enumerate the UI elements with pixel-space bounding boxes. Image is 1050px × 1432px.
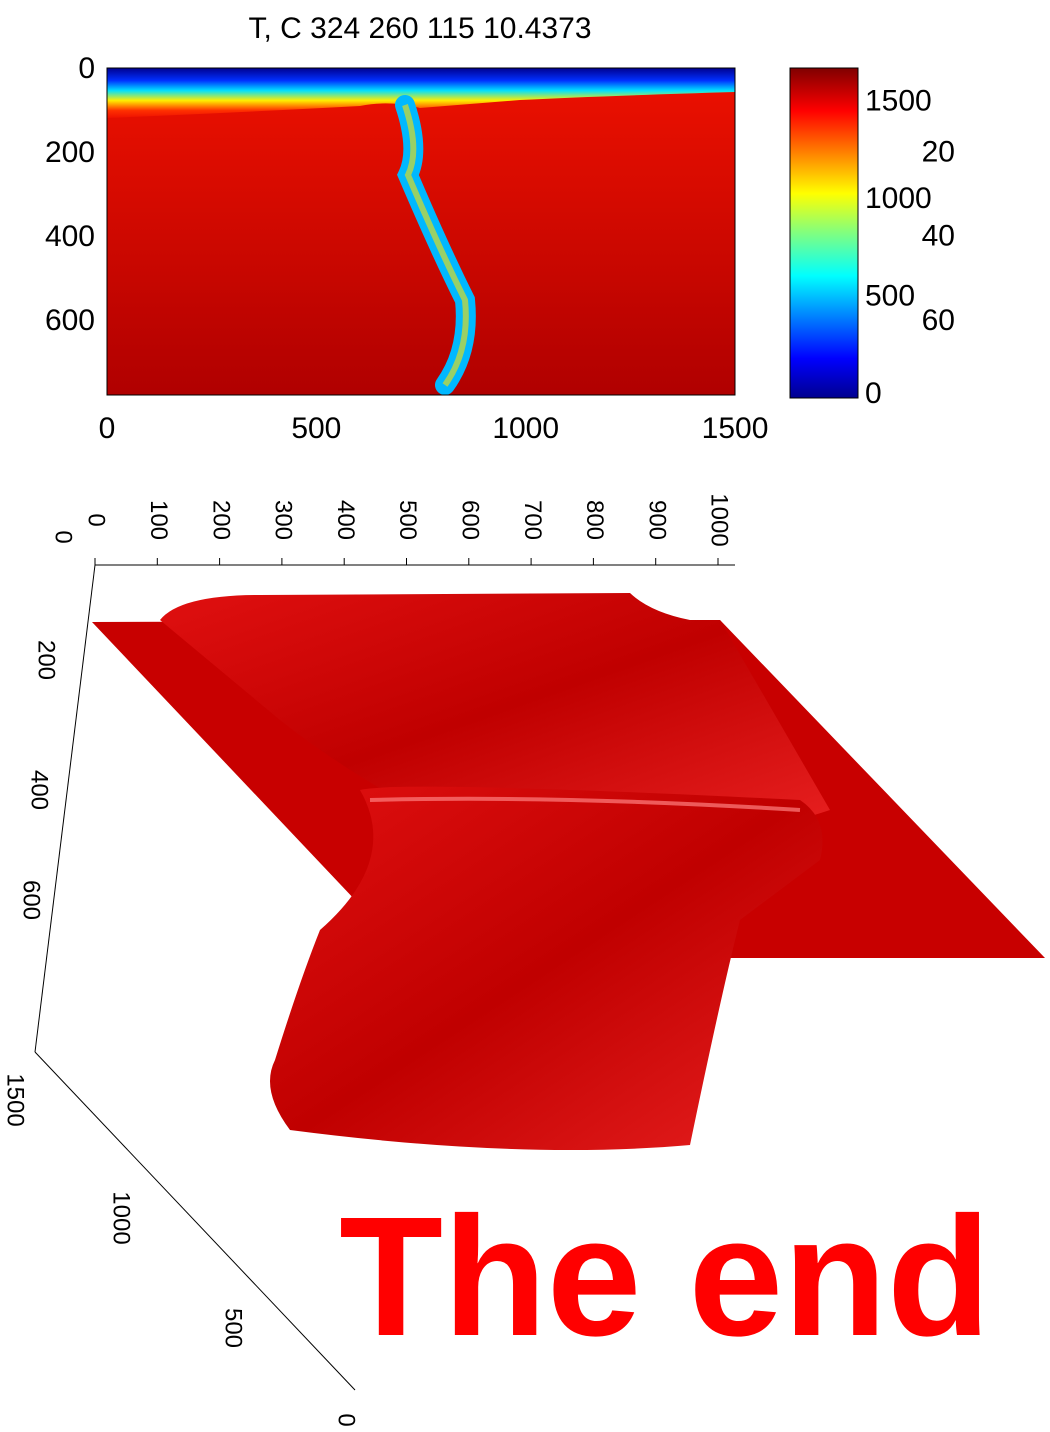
side-axis-label: 200 (33, 640, 60, 680)
depth-axis-label: 1000 (108, 1191, 135, 1244)
side-axis-label: 600 (18, 880, 45, 920)
top-axis-label: 400 (332, 500, 359, 540)
top-axis-label: 1000 (706, 493, 733, 546)
x-tick-label: 0 (99, 412, 116, 445)
depth-axis-label: 0 (333, 1413, 360, 1426)
top-axis-label: 500 (394, 500, 421, 540)
side-axis-label: 1500 (2, 1073, 29, 1126)
y-tick-label: 200 (45, 136, 95, 169)
colorbar-ramp (789, 67, 859, 399)
colorbar-tick-label: 500 (865, 279, 915, 312)
y-tick-label: 400 (45, 220, 95, 253)
side-axis-label: 400 (26, 770, 53, 810)
top-axis-label: 900 (643, 500, 670, 540)
colorbar-tick-label: 1000 (865, 182, 932, 215)
x-tick-label: 500 (291, 412, 341, 445)
y-tick-label: 0 (78, 52, 95, 85)
plate-upper (160, 593, 830, 830)
colorbar-secondary-label: 40 (922, 220, 955, 253)
side-axis-label: 0 (50, 530, 77, 543)
colorbar-secondary-label: 20 (922, 135, 955, 168)
top-axis-label: 100 (145, 500, 172, 540)
colorbar-tick-label: 0 (865, 377, 882, 410)
surface-3d (34, 564, 1045, 1391)
lithosphere (107, 68, 735, 118)
x-tick-label: 1500 (702, 412, 769, 445)
title: T, C 324 260 115 10.4373 (248, 12, 591, 45)
top-axis-label: 800 (581, 500, 608, 540)
depth-axis-label: 500 (220, 1308, 247, 1348)
heatmap (106, 67, 736, 396)
x-tick-label: 1000 (492, 412, 559, 445)
colorbar-secondary-label: 60 (922, 304, 955, 337)
heatmap-frame (106, 67, 736, 396)
top-axis-label: 0 (83, 513, 110, 526)
top-axis-label: 200 (207, 500, 234, 540)
top-axis-label: 300 (270, 500, 297, 540)
top-axis-label: 600 (456, 500, 483, 540)
slab-descending (270, 786, 823, 1150)
side-axis (34, 564, 96, 1053)
heatmap-body (107, 68, 735, 395)
top-axis-label: 700 (519, 500, 546, 540)
colorbar-tick-label: 1500 (865, 84, 932, 117)
depth-axis (34, 1051, 356, 1391)
colorbar (789, 67, 859, 399)
caption: The end (339, 1182, 991, 1372)
highlight (369, 796, 801, 812)
y-tick-label: 600 (45, 304, 95, 337)
slab-edge (402, 104, 469, 387)
